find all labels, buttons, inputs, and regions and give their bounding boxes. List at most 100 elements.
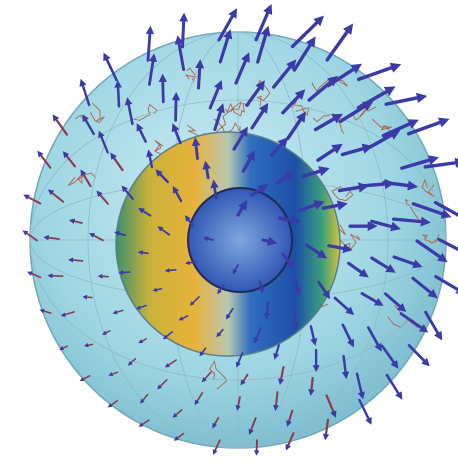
field-arrow [366,326,382,352]
field-arrow [164,268,177,273]
field-arrow [146,149,154,169]
field-arrow [326,63,362,88]
field-arrow [263,301,271,320]
field-arrow [245,80,265,107]
field-arrow [124,97,134,126]
field-arrow [157,379,168,390]
field-arrow [114,79,122,108]
field-arrow [309,325,318,346]
field-arrow [195,59,205,90]
field-arrow [121,185,134,200]
field-arrow [301,166,330,179]
coastline [185,67,198,83]
field-arrow [37,150,52,169]
field-arrow [316,143,343,162]
field-arrow [39,308,52,314]
field-arrow [232,126,248,151]
coastline [210,101,242,141]
field-arrow [62,151,76,168]
field-arrow [340,143,374,157]
field-arrow [325,394,337,418]
field-arrow [79,375,91,382]
coastline [405,199,422,223]
coastline [209,360,228,390]
field-arrow [391,216,431,227]
field-arrow [113,230,127,237]
field-arrow [337,182,370,193]
field-arrow [313,113,344,132]
field-arrow [341,354,350,380]
field-arrow [434,274,458,295]
field-arrow [437,237,458,252]
field-arrow [406,117,450,136]
field-arrow [360,292,384,306]
field-arrow [138,338,147,344]
field-arrow [158,73,167,104]
field-arrow [22,230,38,242]
field-arrow [258,280,265,295]
field-arrow [83,342,94,348]
field-arrow [356,86,396,110]
field-arrow [250,102,269,130]
field-arrow [217,8,238,42]
field-arrow [240,373,249,386]
field-arrow [261,236,278,246]
field-arrow [43,235,60,241]
field-arrow [338,100,374,123]
field-arrow [415,239,448,263]
field-arrow [82,294,93,300]
field-arrow [79,78,91,107]
coastline [67,172,97,186]
field-arrow [281,252,295,270]
field-arrow [103,52,118,82]
field-arrow [286,409,294,427]
field-arrow [201,371,212,383]
field-arrow [98,130,109,154]
field-arrow [423,157,458,169]
field-arrow [68,218,83,224]
field-arrow [58,345,69,351]
field-arrow [199,347,207,357]
field-arrow [185,260,198,266]
field-arrow [235,351,244,368]
field-arrow [82,114,95,136]
field-arrow [138,207,152,217]
field-arrow [140,393,149,404]
field-arrow [218,29,233,64]
field-arrow [145,25,155,62]
field-arrow [347,261,369,278]
field-arrow [392,255,423,269]
field-arrow [97,273,109,279]
field-arrow [277,214,302,226]
field-arrow [171,91,181,122]
field-arrow [80,169,92,188]
field-arrow [291,310,299,330]
field-arrow [292,36,316,72]
coastline [331,185,354,202]
field-arrow [256,25,271,64]
coastline [89,102,105,124]
field-arrow [173,432,185,441]
field-arrow [136,123,147,143]
field-arrow [191,137,201,160]
field-arrow [216,328,224,338]
field-arrow [52,114,69,136]
field-arrow [278,366,285,386]
field-arrow [212,417,220,429]
field-arrow [424,310,443,341]
field-arrow [381,119,419,138]
field-arrows [22,3,458,456]
field-arrow [225,307,234,320]
field-arrow [355,372,365,400]
field-arrow [235,396,241,411]
field-arrow [172,185,183,203]
field-arrow [411,276,438,299]
field-arrow [189,296,200,306]
field-arrow [333,296,355,316]
field-arrow [112,309,124,315]
field-arrow [321,200,348,211]
field-arrow [248,417,257,435]
field-arrow [202,236,214,242]
coastline [225,102,250,117]
coastline [154,140,164,162]
